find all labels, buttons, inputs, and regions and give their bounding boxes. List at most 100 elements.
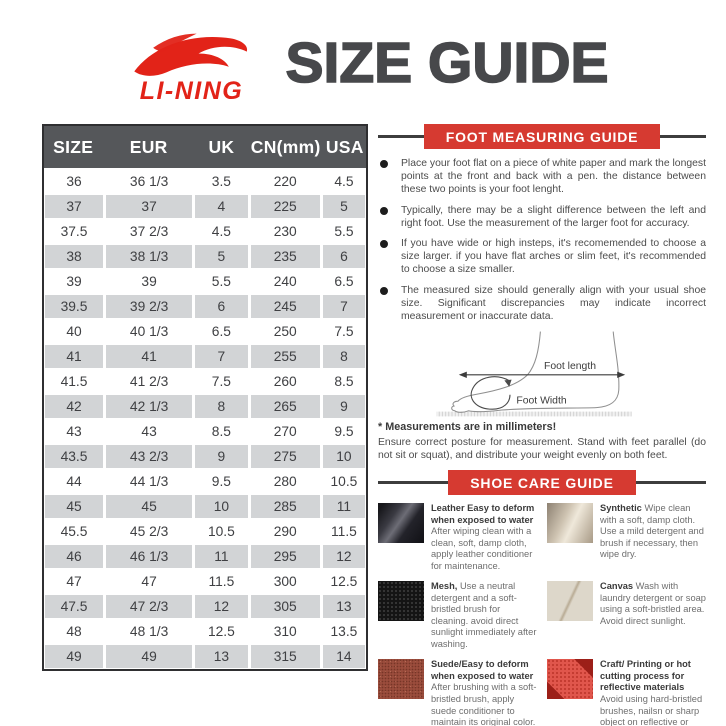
care-item-craft: Craft/ Printing or hot cutting process f… xyxy=(547,659,706,726)
header-cell-uk: UK xyxy=(208,137,235,157)
foot-width-arrow xyxy=(470,376,512,410)
table-cell-cn: 290 xyxy=(250,520,320,543)
table-cell-uk: 7 xyxy=(195,345,248,368)
tip-text: If you have wide or high insteps, it's r… xyxy=(401,238,706,276)
foot-guide-banner-label: FOOT MEASURING GUIDE xyxy=(423,124,661,149)
care-body: Wash with laundry detergent or soap usin… xyxy=(600,581,706,626)
table-cell-cn: 270 xyxy=(250,420,320,443)
mesh-photo xyxy=(378,581,424,622)
table-cell-eur: 47 xyxy=(106,570,193,593)
table-cell-usa: 6.5 xyxy=(322,270,365,293)
bullet-icon xyxy=(380,206,388,215)
table-cell-usa: 7 xyxy=(322,295,365,318)
tip-item: If you have wide or high insteps, it's r… xyxy=(380,237,706,277)
table-row: 37 37 4 225 5 xyxy=(45,195,365,218)
table-cell-size: 39 xyxy=(45,270,104,293)
tip-text: Place your foot flat on a piece of white… xyxy=(401,158,706,196)
care-item-mesh: Mesh, Use a neutral detergent and a soft… xyxy=(378,581,537,650)
care-text: Craft/ Printing or hot cutting process f… xyxy=(600,659,706,726)
table-cell-usa: 5 xyxy=(322,195,365,218)
table-cell-size: 43 xyxy=(45,420,104,443)
table-cell-size: 38 xyxy=(45,245,104,268)
table-cell-uk: 6.5 xyxy=(195,320,248,343)
table-cell-uk: 8.5 xyxy=(195,420,248,443)
table-cell-size: 40 xyxy=(45,320,104,343)
tip-item: Typically, there may be a slight differe… xyxy=(380,204,706,230)
foot-diagram: Foot length Foot Width xyxy=(436,331,632,417)
table-cell-cn: 285 xyxy=(250,495,320,518)
table-cell-size: 43.5 xyxy=(45,445,104,468)
table-cell-size: 41 xyxy=(45,345,104,368)
li-ning-swoosh-icon xyxy=(134,33,248,76)
care-lead: Craft/ Printing or hot cutting process f… xyxy=(600,659,691,693)
table-cell-usa: 8 xyxy=(322,345,365,368)
size-table-column: SIZE EUR UK CN(mm) USA 36 36 1/3 3.5 220… xyxy=(42,124,368,726)
care-body: After brushing with a soft-bristled brus… xyxy=(431,682,537,726)
tip-text: The measured size should generally align… xyxy=(401,284,706,323)
table-cell-usa: 12 xyxy=(322,545,365,568)
table-row: 47.5 47 2/3 12 305 13 xyxy=(45,595,365,618)
bullet-icon xyxy=(380,286,388,295)
table-cell-eur: 47 2/3 xyxy=(106,595,193,618)
measurement-ruler xyxy=(436,411,632,417)
table-row: 39.5 39 2/3 6 245 7 xyxy=(45,295,365,318)
table-cell-usa: 13 xyxy=(322,595,365,618)
table-cell-size: 46 xyxy=(45,545,104,568)
table-row: 41.5 41 2/3 7.5 260 8.5 xyxy=(45,370,365,393)
table-cell-uk: 11.5 xyxy=(195,570,248,593)
table-cell-eur: 46 1/3 xyxy=(106,545,193,568)
table-row: 46 46 1/3 11 295 12 xyxy=(45,545,365,568)
header-cell-size: SIZE xyxy=(53,137,94,157)
table-cell-uk: 9.5 xyxy=(195,470,248,493)
note-headline: * Measurements are in millimeters! xyxy=(378,421,557,434)
table-row: 45 45 10 285 11 xyxy=(45,495,365,518)
banner-line-right xyxy=(646,135,706,138)
table-cell-size: 48 xyxy=(45,620,104,643)
header-cell-usa: USA xyxy=(325,137,364,157)
table-cell-size: 47.5 xyxy=(45,595,104,618)
table-cell-size: 42 xyxy=(45,395,104,418)
care-body: After wiping clean with a clean, soft, d… xyxy=(431,526,533,571)
synthetic-photo xyxy=(547,503,593,544)
table-cell-size: 45.5 xyxy=(45,520,104,543)
logo-wordmark: LI-NING xyxy=(139,76,244,105)
table-cell-uk: 8 xyxy=(195,395,248,418)
table-cell-usa: 11.5 xyxy=(322,520,365,543)
table-cell-eur: 39 2/3 xyxy=(106,295,193,318)
table-cell-cn: 295 xyxy=(250,545,320,568)
brand-logo: LI-NING xyxy=(117,27,265,106)
table-cell-cn: 230 xyxy=(250,220,320,243)
size-table-body: 36 36 1/3 3.5 220 4.5 37 37 4 225 5 37.5… xyxy=(44,170,366,669)
table-cell-usa: 9.5 xyxy=(322,420,365,443)
care-item-canvas: Canvas Wash with laundry detergent or so… xyxy=(547,581,706,650)
table-cell-usa: 13.5 xyxy=(322,620,365,643)
table-cell-uk: 13 xyxy=(195,645,248,668)
shoe-care-guide-banner: SHOE CARE GUIDE xyxy=(378,470,706,496)
foot-outline xyxy=(451,331,620,414)
table-cell-uk: 10 xyxy=(195,495,248,518)
table-row: 43 43 8.5 270 9.5 xyxy=(45,420,365,443)
table-row: 41 41 7 255 8 xyxy=(45,345,365,368)
table-cell-eur: 43 2/3 xyxy=(106,445,193,468)
care-lead: Synthetic xyxy=(600,503,642,514)
table-cell-cn: 260 xyxy=(250,370,320,393)
table-row: 43.5 43 2/3 9 275 10 xyxy=(45,445,365,468)
table-cell-size: 37.5 xyxy=(45,220,104,243)
leather-photo xyxy=(378,503,424,544)
table-cell-eur: 39 xyxy=(106,270,193,293)
canvas-photo xyxy=(547,581,593,622)
table-cell-size: 36 xyxy=(45,170,104,193)
table-cell-eur: 44 1/3 xyxy=(106,470,193,493)
table-cell-eur: 45 2/3 xyxy=(106,520,193,543)
table-cell-cn: 310 xyxy=(250,620,320,643)
table-cell-eur: 41 xyxy=(106,345,193,368)
suede-photo xyxy=(378,659,424,700)
care-text: Synthetic Wipe clean with a soft, damp c… xyxy=(600,503,706,572)
table-cell-usa: 10 xyxy=(322,445,365,468)
table-row: 38 38 1/3 5 235 6 xyxy=(45,245,365,268)
foot-width-label: Foot Width xyxy=(516,396,566,407)
care-grid: Leather Easy to deform when exposed to w… xyxy=(378,503,706,726)
table-cell-uk: 7.5 xyxy=(195,370,248,393)
table-cell-usa: 8.5 xyxy=(322,370,365,393)
table-row: 40 40 1/3 6.5 250 7.5 xyxy=(45,320,365,343)
